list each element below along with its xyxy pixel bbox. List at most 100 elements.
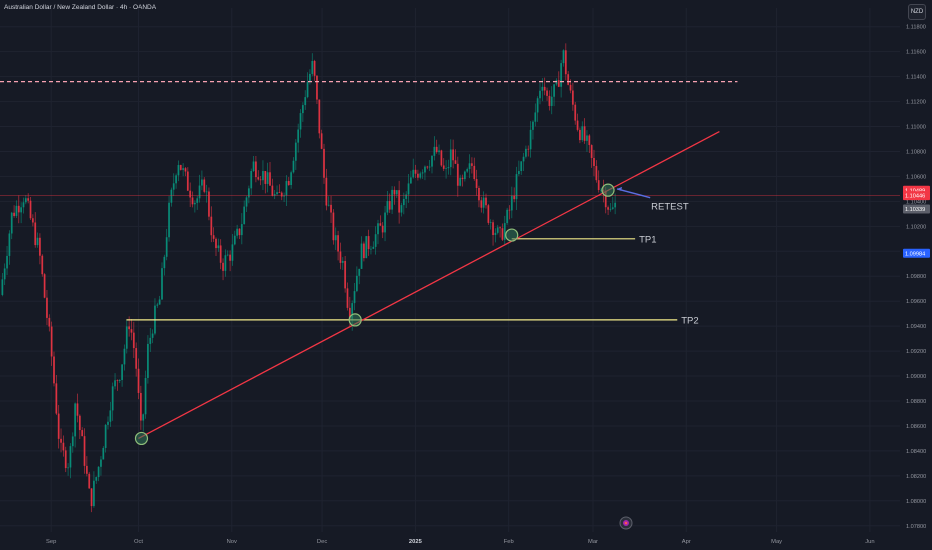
- candle-body: [466, 169, 469, 172]
- candle-body: [71, 436, 74, 447]
- x-tick-label: Nov: [227, 539, 237, 545]
- y-tick-label: 1.08600: [906, 424, 926, 430]
- tradingview-logo-icon[interactable]: [619, 516, 633, 530]
- y-tick-label: 1.09200: [906, 349, 926, 355]
- time-axis[interactable]: Sep Oct Nov Dec 2025 Feb Mar Apr May Jun: [46, 539, 875, 545]
- candle-body: [435, 146, 438, 153]
- candle-body: [27, 198, 30, 201]
- candle-body: [269, 172, 271, 186]
- candle-body: [13, 212, 15, 216]
- candle-body: [116, 380, 119, 381]
- candle-body: [459, 177, 462, 186]
- candle-body: [259, 179, 262, 181]
- y-tick-label: 1.10800: [906, 149, 926, 155]
- candle-body: [543, 86, 546, 91]
- candle-body: [125, 326, 128, 349]
- candle-body: [231, 244, 234, 261]
- candle-body: [541, 86, 544, 91]
- candle-body: [142, 414, 145, 421]
- candle-body: [463, 171, 466, 180]
- candle-body: [247, 188, 250, 198]
- candle-body: [445, 168, 447, 169]
- candle-body: [571, 90, 574, 105]
- candle-body: [264, 171, 267, 184]
- candle-body: [193, 202, 196, 205]
- candle-body: [562, 50, 565, 64]
- candle-body: [485, 197, 487, 206]
- candle-body: [109, 410, 112, 422]
- candle-body: [48, 317, 51, 327]
- x-tick-label: Dec: [317, 539, 327, 545]
- touch-point-marker: [134, 431, 149, 446]
- candle-body: [452, 149, 455, 161]
- x-tick-label: Oct: [134, 539, 143, 545]
- candle-body: [417, 173, 419, 178]
- candle-body: [525, 148, 527, 157]
- candle-body: [290, 172, 293, 186]
- price-tag: [903, 204, 930, 214]
- candle-body: [15, 205, 18, 216]
- candle-body: [22, 202, 25, 208]
- candle-body: [442, 165, 445, 169]
- candle-body: [53, 356, 55, 384]
- candle-body: [262, 171, 264, 181]
- y-tick-label: 1.09400: [906, 324, 926, 330]
- candle-body: [132, 332, 135, 349]
- candle-body: [424, 166, 426, 173]
- x-tick-label: 2025: [409, 539, 423, 545]
- y-tick-label: 1.11000: [906, 125, 926, 131]
- y-tick-label: 1.11600: [906, 50, 926, 56]
- candle-body: [285, 181, 288, 196]
- candle-body: [196, 198, 199, 203]
- candle-body: [245, 197, 248, 207]
- candle-body: [175, 175, 177, 184]
- candle-body: [252, 161, 255, 171]
- candle-body: [400, 205, 403, 213]
- candle-body: [97, 466, 100, 478]
- retest-label: RETEST: [651, 202, 689, 213]
- candle-body: [414, 169, 417, 174]
- retest-arrow: [616, 188, 651, 199]
- candle-body: [607, 207, 609, 210]
- candle-body: [158, 299, 161, 305]
- candle-body: [198, 185, 201, 199]
- price-axis[interactable]: 1.11800 1.11600 1.11400 1.11200 1.11000 1.108…: [906, 25, 926, 530]
- candle-body: [428, 166, 431, 168]
- candle-body: [323, 148, 325, 178]
- candle-body: [88, 473, 91, 489]
- candlestick-series: [1, 43, 617, 513]
- candle-body: [1, 279, 4, 295]
- candle-body: [487, 205, 490, 223]
- candle-body: [449, 149, 452, 168]
- candle-body: [294, 142, 297, 161]
- candle-body: [447, 167, 450, 169]
- y-tick-label: 1.11800: [906, 25, 926, 31]
- y-tick-label: 1.09600: [906, 299, 926, 305]
- candle-body: [170, 189, 173, 203]
- touch-point-marker: [348, 313, 362, 327]
- candle-body: [475, 179, 478, 188]
- candle-body: [163, 256, 166, 269]
- candle-body: [222, 262, 224, 271]
- candle-body: [255, 161, 257, 178]
- candle-body: [409, 177, 412, 184]
- candle-body: [273, 194, 276, 196]
- y-tick-label: 1.08800: [906, 399, 926, 405]
- candle-body: [104, 424, 107, 448]
- candle-body: [304, 97, 307, 106]
- candle-body: [344, 260, 347, 289]
- candle-body: [576, 120, 579, 130]
- candle-body: [600, 189, 602, 191]
- y-tick-label: 1.10600: [906, 174, 926, 180]
- candle-body: [177, 165, 180, 176]
- candle-body: [332, 212, 335, 241]
- candle-body: [405, 194, 408, 199]
- y-tick-label: 1.08400: [906, 449, 926, 455]
- currency-button[interactable]: NZD: [908, 4, 926, 20]
- candle-body: [226, 254, 229, 256]
- candle-body: [586, 135, 588, 141]
- candle-body: [233, 235, 236, 245]
- candle-body: [348, 307, 351, 321]
- candle-body: [287, 181, 290, 185]
